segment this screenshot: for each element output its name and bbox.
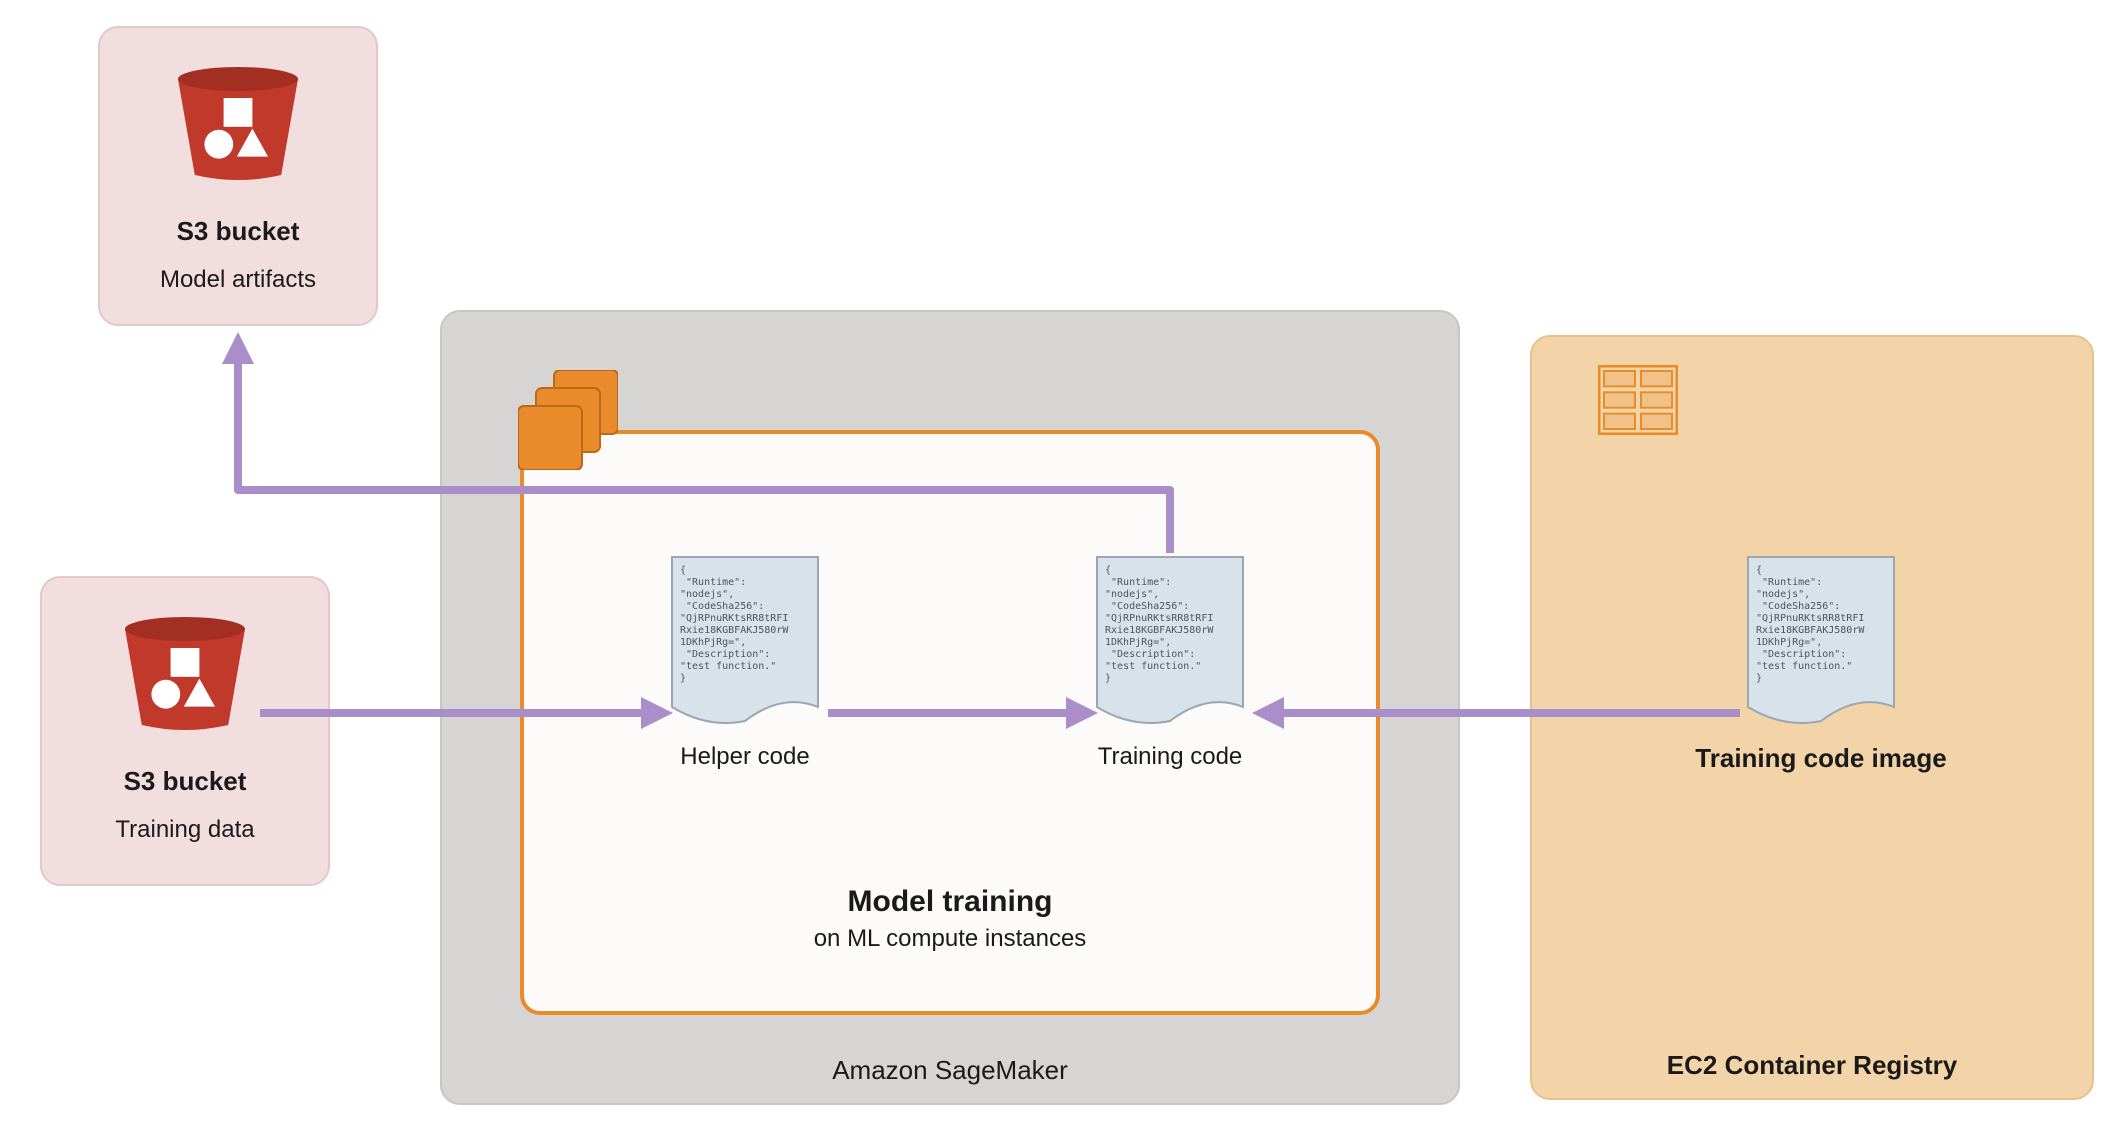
sagemaker-label: Amazon SageMaker bbox=[440, 1055, 1460, 1086]
s3-training-title: S3 bucket bbox=[40, 766, 330, 797]
instances-icon bbox=[518, 370, 618, 470]
training-code-doc-icon: { "Runtime":"nodejs", "CodeSha256":"QjRP… bbox=[1095, 555, 1245, 725]
s3-training-subtitle: Training data bbox=[40, 816, 330, 844]
container-registry-icon bbox=[1598, 365, 1678, 435]
s3-bucket-icon-artifacts bbox=[178, 65, 298, 185]
helper-code-doc-icon: { "Runtime":"nodejs", "CodeSha256":"QjRP… bbox=[670, 555, 820, 725]
s3-artifacts-subtitle: Model artifacts bbox=[98, 266, 378, 294]
helper-code-label: Helper code bbox=[630, 743, 860, 771]
s3-bucket-icon-training bbox=[125, 615, 245, 735]
s3-artifacts-title: S3 bucket bbox=[98, 216, 378, 247]
training-code-image-doc-icon: { "Runtime":"nodejs", "CodeSha256":"QjRP… bbox=[1746, 555, 1896, 725]
diagram-canvas: S3 bucket Model artifacts S3 bucket Trai… bbox=[0, 0, 2114, 1126]
training-code-image-label: Training code image bbox=[1666, 743, 1976, 774]
training-code-label: Training code bbox=[1055, 743, 1285, 771]
model-training-subtitle: on ML compute instances bbox=[520, 925, 1380, 953]
model-training-title: Model training bbox=[520, 885, 1380, 919]
ecr-label: EC2 Container Registry bbox=[1530, 1050, 2094, 1081]
